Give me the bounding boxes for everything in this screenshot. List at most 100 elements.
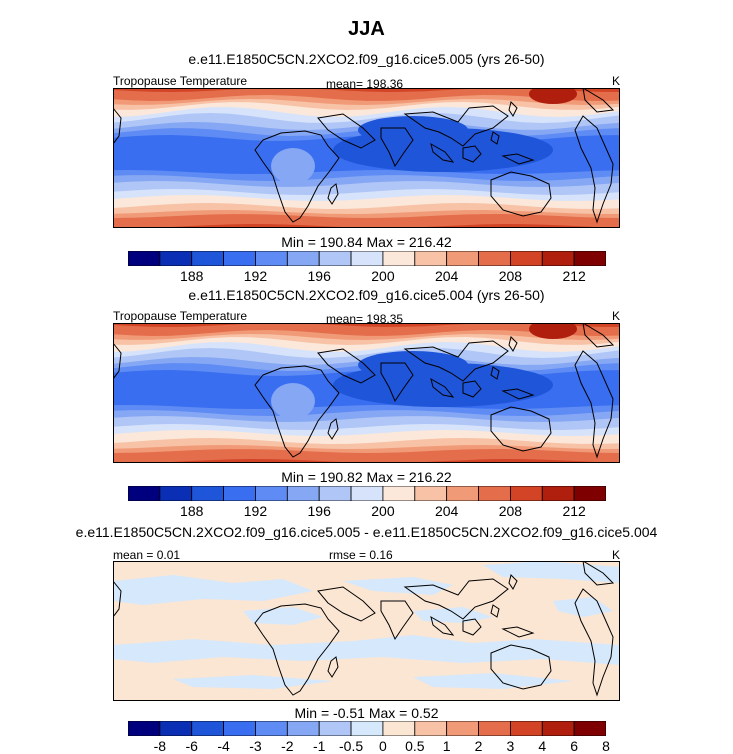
colorbar-box <box>128 721 161 736</box>
colorbar-box <box>414 721 448 736</box>
panel-3-mean-label: mean = 0.01 <box>113 548 181 562</box>
colorbar-box <box>509 486 543 501</box>
map-frame <box>113 323 620 463</box>
colorbar-box <box>541 721 575 736</box>
coastline <box>327 183 339 205</box>
panel-2-minmax: Min = 190.82 Max = 216.22 <box>281 469 452 485</box>
coastline <box>254 603 340 696</box>
colorbar-tick-label: 4 <box>538 738 547 754</box>
colorbar-tick-label: 192 <box>243 268 268 284</box>
field-negative-region <box>553 597 613 617</box>
colorbar-tick-label: 204 <box>434 268 459 284</box>
colorbar-box <box>541 486 575 501</box>
colorbar-box <box>255 251 288 266</box>
colorbar-box <box>286 721 320 736</box>
colorbar-tick-label: 8 <box>602 738 610 754</box>
colorbar-box <box>350 721 384 736</box>
colorbar-box <box>159 251 193 266</box>
panel-2-map <box>113 323 620 463</box>
colorbar-tick-label: 204 <box>434 503 459 519</box>
coastline <box>462 380 482 398</box>
colorbar-box <box>350 251 384 266</box>
colorbar-box <box>159 721 193 736</box>
coastlines <box>113 88 615 224</box>
colorbar-tick-label: 188 <box>180 503 204 519</box>
colorbar-box <box>223 251 256 266</box>
colorbar-box <box>509 721 543 736</box>
colorbar-box <box>286 486 320 501</box>
coastline <box>403 340 509 382</box>
colorbar-box <box>255 486 288 501</box>
field-warm-spot <box>529 323 577 339</box>
colorbar-box <box>350 486 384 501</box>
coastline <box>380 600 414 641</box>
panel-2-case-title: e.e11.E1850C5CN.2XCO2.f09_g16.cice5.004 … <box>188 287 545 303</box>
coastline <box>327 418 339 440</box>
coastline <box>508 336 518 352</box>
colorbar-box <box>318 486 352 501</box>
colorbar-box <box>414 251 448 266</box>
colorbar-box <box>414 486 448 501</box>
colorbar-tick-label: -0.5 <box>339 738 364 754</box>
colorbar-box <box>191 721 225 736</box>
colorbar-tick-label: 1 <box>442 738 451 754</box>
panel-3-units-label: K <box>612 548 621 562</box>
colorbar-tick-label: -1 <box>312 738 326 754</box>
colorbar-tick-label: -4 <box>217 738 230 754</box>
coastline <box>430 142 455 163</box>
panel-3-case-title: e.e11.E1850C5CN.2XCO2.f09_g16.cice5.005 … <box>75 524 658 540</box>
field-negative-region <box>113 575 313 605</box>
colorbar-tick-label: 3 <box>506 738 515 754</box>
coastlines <box>113 561 615 697</box>
coastline <box>490 644 552 690</box>
coastline <box>317 113 376 149</box>
coastline <box>113 342 122 380</box>
coastline <box>501 626 535 638</box>
coastline <box>403 105 509 147</box>
colorbar-box <box>318 251 352 266</box>
colorbar-box <box>191 486 225 501</box>
colorbar-box <box>223 721 256 736</box>
coastline <box>380 362 414 403</box>
panel-2-colorbar <box>128 486 606 501</box>
coastline <box>113 107 122 145</box>
field-negative-region <box>173 675 333 689</box>
field-cold-core <box>358 116 468 144</box>
map-frame <box>113 561 620 701</box>
colorbar-box <box>191 251 225 266</box>
panel-1-case-title: e.e11.E1850C5CN.2XCO2.f09_g16.cice5.005 … <box>188 51 545 67</box>
coastlines <box>113 323 615 459</box>
coastline <box>501 388 535 400</box>
panel-1-units-label: K <box>612 74 621 88</box>
coastline <box>317 348 376 384</box>
colorbar-tick-label: 212 <box>562 503 586 519</box>
colorbar-box <box>573 486 606 501</box>
coastline <box>490 406 552 452</box>
coastline <box>430 615 455 636</box>
coastline <box>582 323 615 348</box>
coastline <box>582 561 615 586</box>
field-negative-region <box>113 635 620 665</box>
colorbar-box <box>509 251 543 266</box>
colorbar-tick-label: 192 <box>243 503 268 519</box>
colorbar-box <box>382 486 416 501</box>
coastline <box>490 171 552 217</box>
panel-3-map <box>113 561 620 701</box>
colorbar-box <box>573 251 606 266</box>
panel-3-colorbar <box>128 721 606 736</box>
colorbar-box <box>286 251 320 266</box>
panel-2-units-label: K <box>612 309 621 323</box>
field-negative-region <box>483 561 620 583</box>
field-cold-core <box>358 351 468 379</box>
field-warm-spot <box>529 88 577 104</box>
coastline <box>380 127 414 168</box>
map-frame <box>113 88 620 228</box>
panel-1-variable-label: Tropopause Temperature <box>113 74 248 88</box>
colorbar-tick-label: 6 <box>570 738 579 754</box>
colorbar-tick-label: -6 <box>185 738 198 754</box>
colorbar-tick-label: 0 <box>379 738 387 754</box>
panel-3-rmse-label: rmse = 0.16 <box>329 548 393 562</box>
coastline <box>508 101 518 117</box>
panel-1-minmax: Min = 190.84 Max = 216.42 <box>281 234 452 250</box>
coastline <box>403 578 509 620</box>
